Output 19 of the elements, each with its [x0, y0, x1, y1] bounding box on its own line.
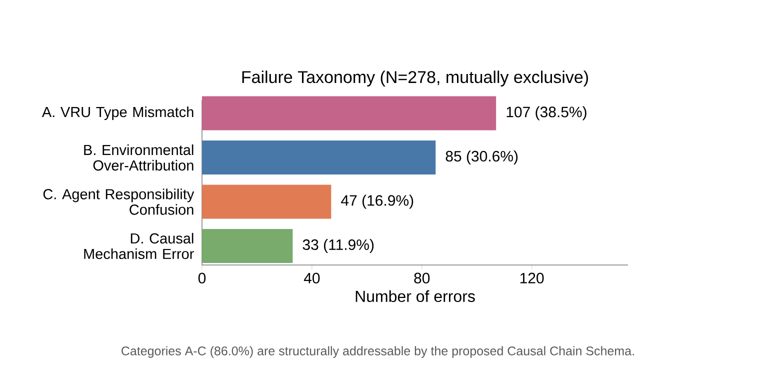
data-label: 33 (11.9%) [302, 238, 374, 253]
y-tick-label: C. Agent Responsibility Confusion [43, 188, 194, 215]
chart-title: Failure Taxonomy (N=278, mutually exclusive) [242, 70, 588, 86]
data-label: 85 (30.6%) [446, 150, 518, 164]
bar [202, 96, 496, 130]
y-tick-label: B. Environmental Over-Attribution [84, 144, 194, 171]
bar [202, 184, 332, 219]
y-tick-label: D. Causal Mechanism Error [84, 232, 194, 260]
data-label: 107 (38.5%) [506, 106, 586, 120]
y-tick-label: A. VRU Type Mismatch [42, 106, 194, 120]
text: Categories A-C (86.0%) are structurally addressable by the proposed Causal Chain Schema. [122, 346, 634, 358]
x-tick-label: 0 [198, 272, 206, 284]
bar [202, 140, 436, 175]
x-axis-title: Number of errors [356, 290, 475, 302]
data-label: 47 (16.9%) [341, 194, 414, 209]
x-tick-label: 80 [414, 272, 430, 284]
bar [202, 228, 293, 263]
x-tick-label: 120 [520, 272, 544, 284]
x-tick-label: 40 [304, 272, 320, 284]
